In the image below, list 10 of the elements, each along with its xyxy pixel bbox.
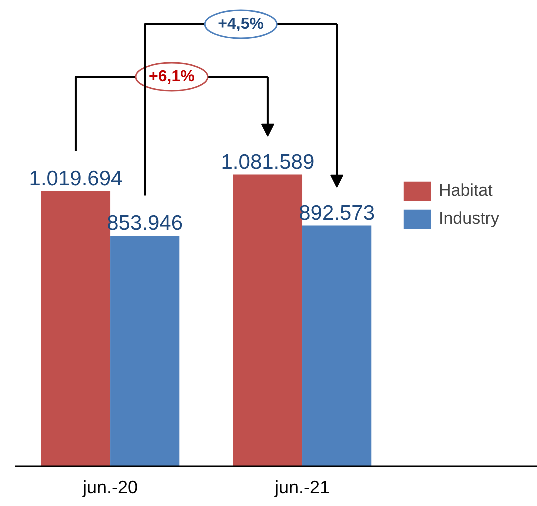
data-label: 1.081.589 xyxy=(221,150,315,174)
bar xyxy=(110,236,180,466)
legend-label: Industry xyxy=(439,209,500,229)
x-tick-label: jun.-20 xyxy=(82,478,138,498)
legend-label: Habitat xyxy=(439,181,493,201)
x-tick-label: jun.-21 xyxy=(274,478,330,498)
text: +4,5% xyxy=(218,16,264,34)
text: +6,1% xyxy=(149,68,195,86)
data-label: 1.019.694 xyxy=(29,167,124,190)
bar xyxy=(302,226,372,466)
